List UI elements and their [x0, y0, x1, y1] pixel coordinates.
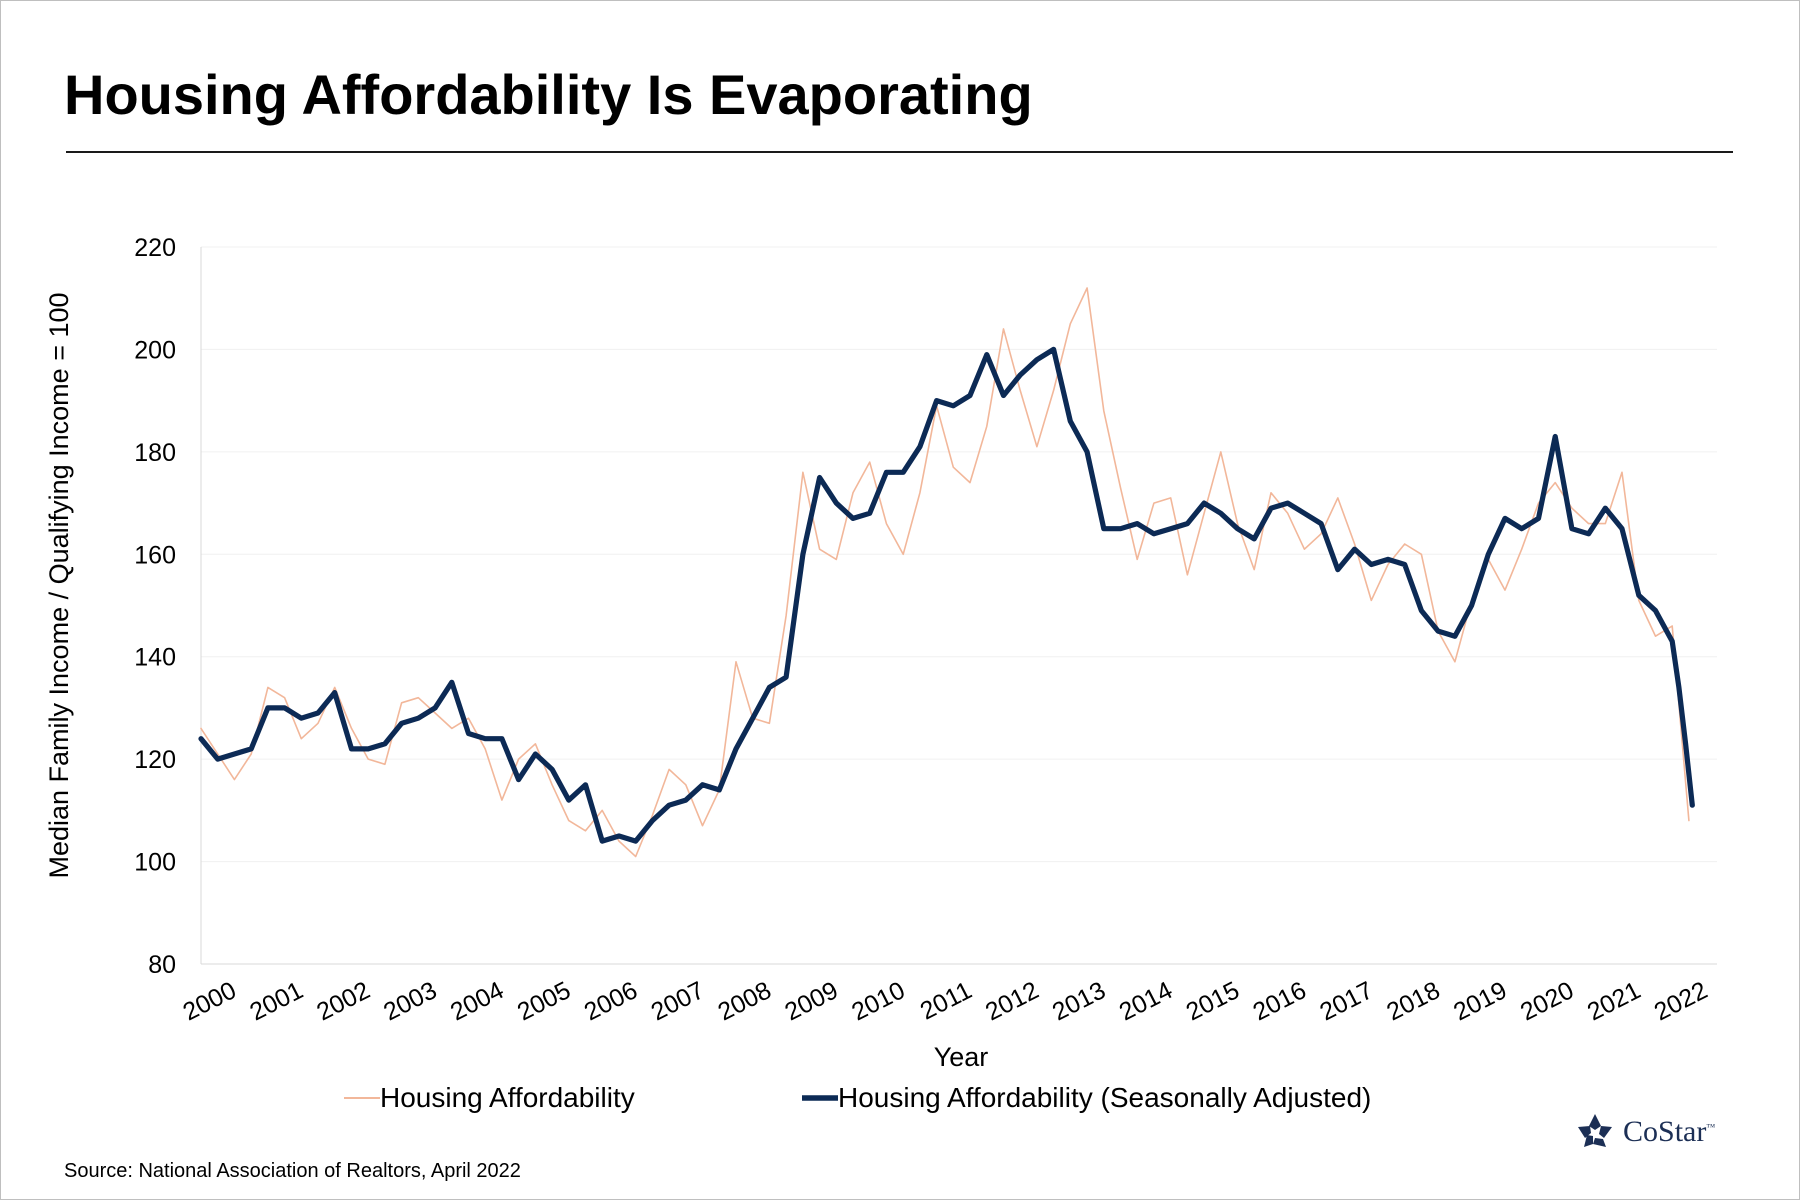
y-tick-label: 180	[134, 439, 176, 467]
x-tick-label: 2008	[714, 976, 776, 1026]
y-axis-title: Median Family Income / Qualifying Income…	[44, 292, 74, 878]
x-tick-label: 2022	[1650, 976, 1712, 1026]
legend-label: Housing Affordability	[380, 1082, 635, 1113]
x-tick-label: 2003	[379, 976, 441, 1026]
title-divider	[66, 151, 1733, 153]
x-tick-label: 2019	[1449, 976, 1511, 1026]
series-lines	[198, 287, 1695, 858]
x-tick-label: 2001	[245, 976, 307, 1026]
x-tick-label: 2020	[1516, 976, 1578, 1026]
y-tick-label: 160	[134, 541, 176, 569]
y-tick-label: 120	[134, 746, 176, 774]
logo-text: CoStar™	[1623, 1115, 1716, 1148]
legend: Housing Affordability Housing Affordabili…	[344, 1082, 1371, 1113]
page-title: Housing Affordability Is Evaporating	[64, 63, 1033, 126]
y-tick-label: 80	[148, 951, 176, 979]
x-tick-label: 2012	[981, 976, 1043, 1026]
x-tick-label: 2000	[179, 976, 241, 1026]
y-tick-label: 140	[134, 644, 176, 672]
axes	[200, 247, 1717, 965]
x-tick-label: 2017	[1315, 976, 1377, 1026]
x-tick-label: 2018	[1382, 976, 1444, 1026]
x-tick-label: 2013	[1048, 976, 1110, 1026]
x-axis-title: Year	[934, 1042, 989, 1072]
x-tick-label: 2002	[312, 976, 374, 1026]
x-tick-label: 2005	[513, 976, 575, 1026]
series-line-1	[200, 287, 1690, 858]
costar-star-icon	[1578, 1114, 1612, 1147]
x-tick-label: 2021	[1583, 976, 1645, 1026]
x-tick-label: 2006	[580, 976, 642, 1026]
y-tick-label: 100	[134, 849, 176, 877]
x-tick-label: 2010	[847, 976, 909, 1026]
gridlines	[201, 246, 1717, 863]
x-tick-label: 2009	[780, 976, 842, 1026]
x-tick-label: 2007	[647, 976, 709, 1026]
series-line-2	[198, 346, 1695, 844]
source-note: Source: National Association of Realtors…	[64, 1160, 521, 1182]
x-tick-label: 2014	[1115, 976, 1177, 1026]
x-tick-label: 2011	[916, 976, 977, 1025]
y-tick-label: 200	[134, 336, 176, 364]
x-tick-label: 2016	[1248, 976, 1310, 1026]
y-tick-label: 220	[134, 234, 176, 262]
legend-label: Housing Affordability (Seasonally Adjust…	[838, 1082, 1371, 1113]
x-tick-label: 2004	[446, 976, 508, 1026]
costar-logo: CoStar™	[1575, 1112, 1715, 1152]
x-tick-label: 2015	[1182, 976, 1244, 1026]
